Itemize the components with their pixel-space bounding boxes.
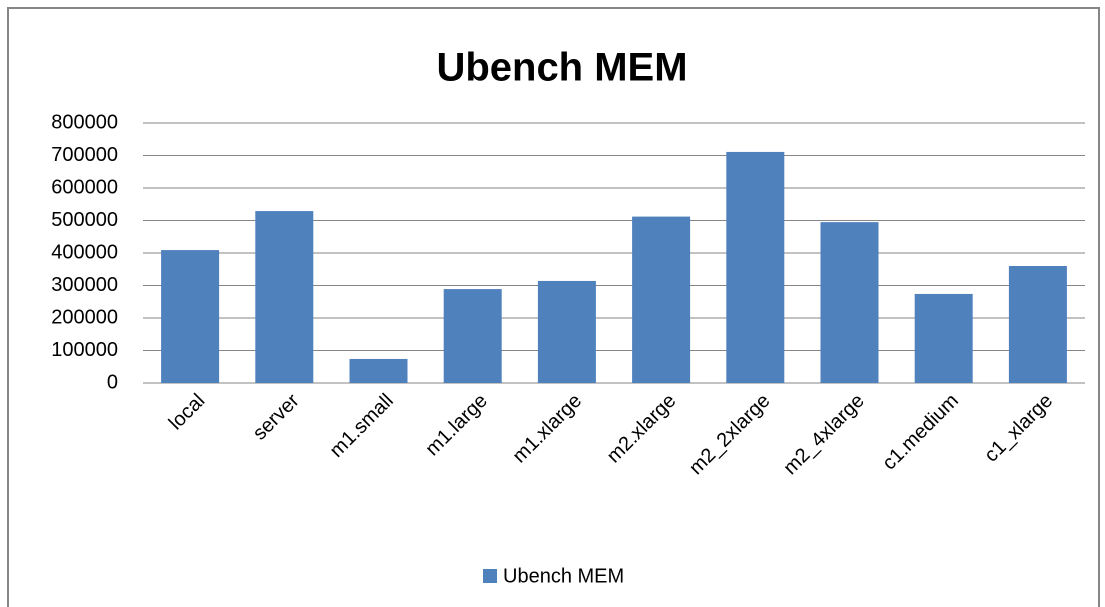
- y-tick-label: 800000: [51, 111, 118, 133]
- legend-swatch: [483, 569, 497, 583]
- bar: [632, 216, 691, 383]
- y-tick-label: 600000: [51, 176, 118, 198]
- bar: [161, 250, 220, 383]
- bar: [443, 289, 502, 383]
- bar: [726, 151, 785, 383]
- chart-title: Ubench MEM: [436, 46, 687, 90]
- bar: [820, 222, 879, 383]
- bar: [255, 211, 314, 383]
- bar: [349, 358, 408, 383]
- y-tick-label: 300000: [51, 274, 118, 296]
- y-tick-label: 0: [107, 371, 118, 393]
- y-tick-label: 100000: [51, 339, 118, 361]
- y-tick-label: 400000: [51, 241, 118, 263]
- y-tick-label: 500000: [51, 209, 118, 231]
- bar: [1008, 266, 1067, 383]
- bar: [914, 293, 973, 383]
- y-tick-label: 200000: [51, 306, 118, 328]
- bar: [537, 280, 596, 383]
- y-tick-label: 700000: [51, 144, 118, 166]
- legend-label: Ubench MEM: [503, 565, 624, 587]
